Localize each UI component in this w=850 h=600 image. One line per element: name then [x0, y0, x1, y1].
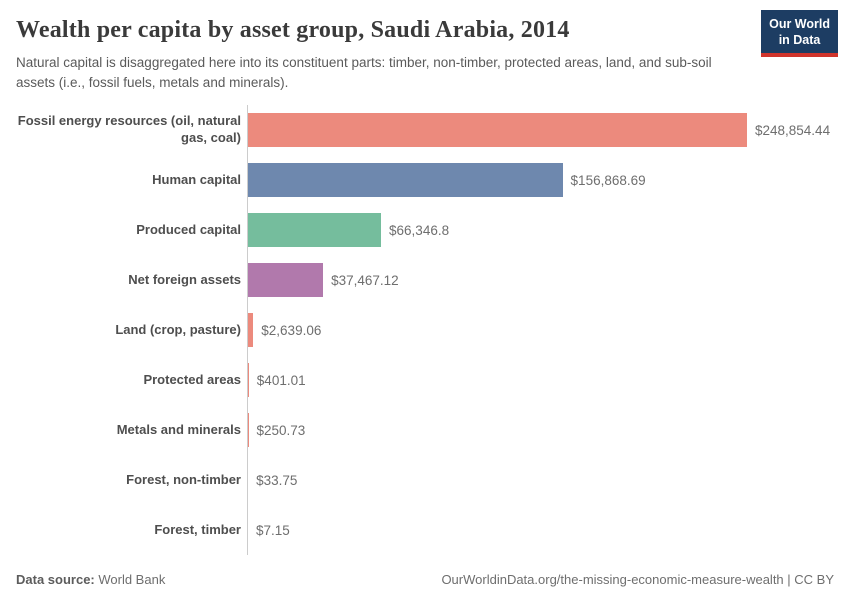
value-label: $2,639.06	[261, 322, 322, 338]
data-source: Data source: World Bank	[16, 572, 165, 587]
category-label: Land (crop, pasture)	[115, 321, 241, 337]
category-label: Produced capital	[136, 221, 241, 237]
bar[interactable]	[248, 263, 324, 297]
owid-logo-line1: Our World	[769, 17, 830, 31]
bar[interactable]	[248, 313, 254, 347]
bar-track: $33.75	[247, 455, 850, 505]
chart-row: Human capital $156,868.69	[0, 155, 850, 205]
category-label: Net foreign assets	[128, 271, 241, 287]
bar[interactable]	[248, 413, 249, 447]
bar-track: $7.15	[247, 505, 850, 555]
value-label: $33.75	[256, 472, 298, 488]
bar-track: $2,639.06	[247, 305, 850, 355]
chart-row: Metals and minerals $250.73	[0, 405, 850, 455]
category-label: Forest, non-timber	[126, 471, 241, 487]
bar-track: $66,346.8	[247, 205, 850, 255]
bar-track: $250.73	[247, 405, 850, 455]
chart-subtitle: Natural capital is disaggregated here in…	[16, 55, 712, 90]
bar[interactable]	[248, 363, 249, 397]
bar-track: $248,854.44	[247, 105, 850, 155]
value-label: $7.15	[256, 522, 290, 538]
chart-header: Wealth per capita by asset group, Saudi …	[0, 0, 850, 92]
value-label: $37,467.12	[331, 272, 399, 288]
value-label: $248,854.44	[755, 122, 831, 138]
category-label: Fossil energy resources (oil, natural ga…	[17, 113, 241, 145]
value-label: $156,868.69	[570, 172, 646, 188]
data-source-value: World Bank	[94, 572, 166, 587]
attribution-link[interactable]: OurWorldinData.org/the-missing-economic-…	[441, 572, 834, 587]
chart-row: Net foreign assets $37,467.12	[0, 255, 850, 305]
owid-logo-line2: in Data	[778, 33, 821, 48]
chart-row: Forest, timber $7.15	[0, 505, 850, 555]
data-source-label: Data source:	[16, 572, 95, 587]
category-label: Human capital	[152, 171, 241, 187]
bar[interactable]	[248, 113, 747, 147]
value-label: $66,346.8	[389, 222, 450, 238]
bar[interactable]	[248, 213, 382, 247]
page-title: Wealth per capita by asset group, Saudi …	[16, 17, 570, 43]
bar-track: $156,868.69	[247, 155, 850, 205]
category-label: Metals and minerals	[116, 421, 241, 437]
chart-footer: Data source: World Bank OurWorldinData.o…	[16, 572, 834, 587]
bar-track: $37,467.12	[247, 255, 850, 305]
chart-row: Fossil energy resources (oil, natural ga…	[0, 105, 850, 155]
value-label: $401.01	[256, 372, 306, 388]
category-label: Protected areas	[143, 371, 241, 387]
bar-chart: Fossil energy resources (oil, natural ga…	[0, 105, 850, 555]
chart-row: Forest, non-timber $33.75	[0, 455, 850, 505]
owid-logo[interactable]: Our World in Data	[761, 10, 838, 57]
bar-track: $401.01	[247, 355, 850, 405]
chart-row: Produced capital $66,346.8	[0, 205, 850, 255]
value-label: $250.73	[256, 422, 306, 438]
bar[interactable]	[248, 163, 563, 197]
chart-row: Land (crop, pasture) $2,639.06	[0, 305, 850, 355]
chart-row: Protected areas $401.01	[0, 355, 850, 405]
category-label: Forest, timber	[154, 521, 241, 537]
